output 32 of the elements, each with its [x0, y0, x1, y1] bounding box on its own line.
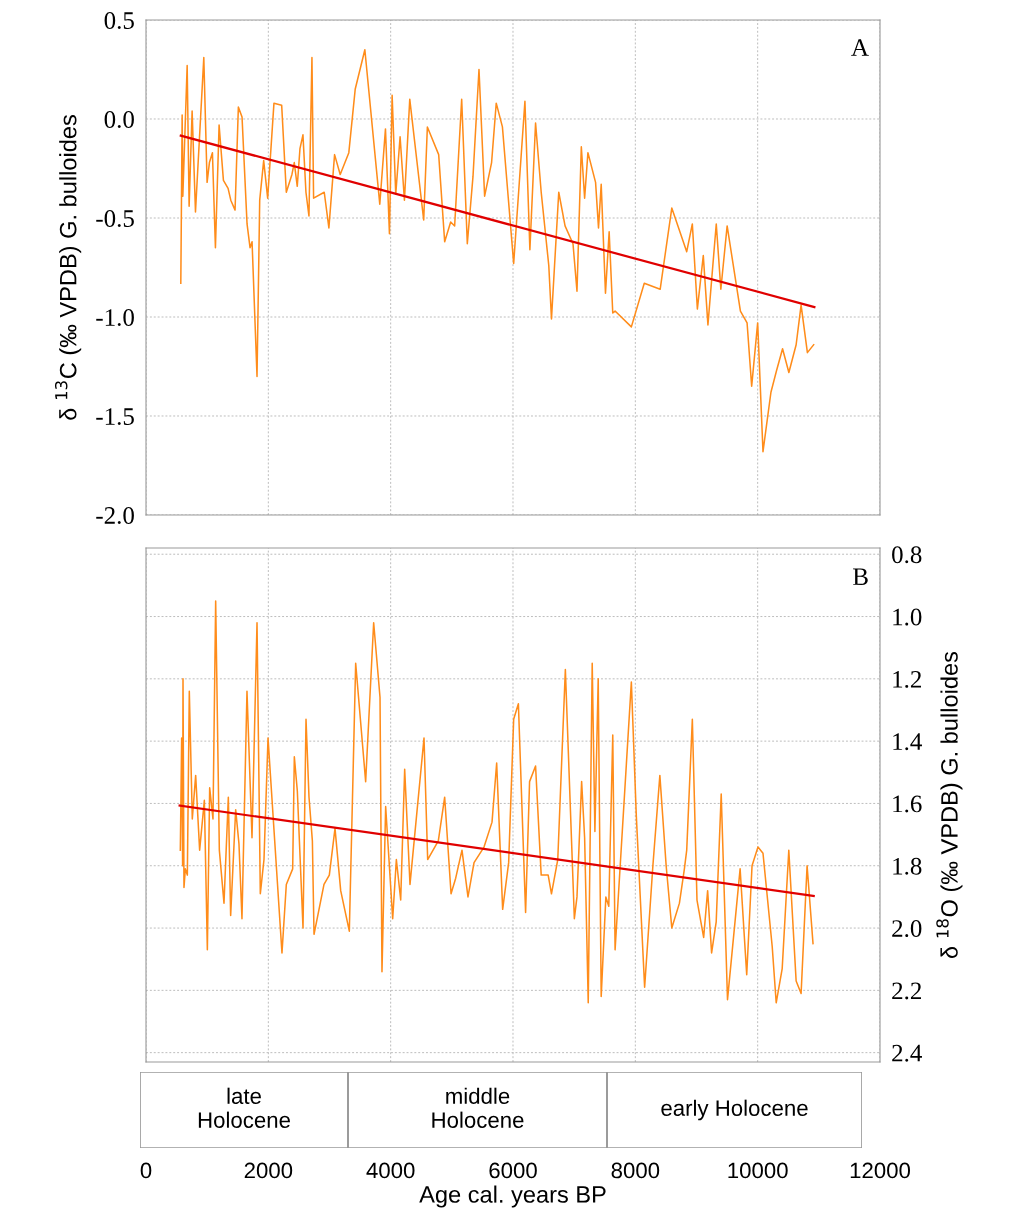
text: early Holocene	[661, 1099, 808, 1121]
x-tick-label: 2000	[244, 1162, 293, 1179]
y-tick-label: 1.2	[893, 670, 921, 688]
line-series	[180, 48, 815, 453]
y-tick-label: 0.5	[104, 12, 134, 30]
x-tick-label: 6000	[489, 1162, 537, 1179]
y-tick-label: 1.6	[893, 795, 922, 813]
y-tick-label: -1.5	[96, 408, 134, 426]
line-series	[179, 600, 814, 1004]
x-tick-label: 4000	[366, 1162, 415, 1179]
y-tick-label: -2.0	[96, 507, 134, 525]
x-tick-label: 8000	[611, 1162, 660, 1179]
y-tick-label: -0.5	[96, 210, 134, 228]
y-tick-label: 1.8	[893, 857, 922, 875]
y-axis-title: δ $^{13}$C (‰ VPDB) G. bulloides	[54, 115, 82, 420]
text: middle Holocene	[432, 1087, 524, 1128]
y-tick-label: -1.0	[96, 309, 134, 327]
y-axis-title: δ $^{18}$O (‰ VPDB) G. bulloides	[936, 651, 963, 959]
annotation: A	[851, 39, 869, 56]
text: late Holocene	[198, 1087, 290, 1128]
y-tick-label: 0.8	[892, 546, 922, 564]
y-tick-label: 0.0	[104, 111, 134, 129]
y-tick-label: 1.4	[893, 733, 922, 751]
x-axis-title: Age cal. years BP	[419, 1185, 606, 1208]
x-tick-label: 0	[140, 1162, 152, 1179]
y-tick-label: 2.0	[892, 920, 922, 938]
x-tick-label: 12000	[850, 1162, 911, 1179]
y-tick-label: 1.0	[893, 608, 922, 626]
annotation: B	[853, 568, 868, 585]
y-tick-label: 2.2	[892, 982, 921, 1000]
x-tick-label: 10000	[728, 1162, 788, 1179]
y-tick-label: 2.4	[892, 1044, 922, 1062]
